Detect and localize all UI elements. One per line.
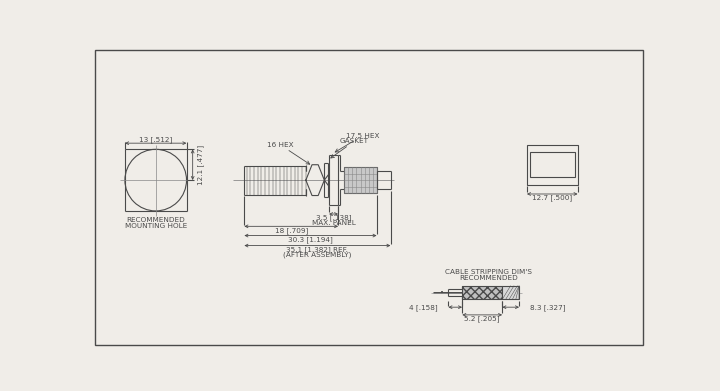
Text: (AFTER ASSEMBLY): (AFTER ASSEMBLY) xyxy=(283,251,351,258)
Text: 12.1 [.477]: 12.1 [.477] xyxy=(197,145,204,185)
Text: 3.5 [.138]: 3.5 [.138] xyxy=(316,215,351,221)
Text: CABLE STRIPPING DIM'S: CABLE STRIPPING DIM'S xyxy=(445,269,532,275)
Text: MOUNTING HOLE: MOUNTING HOLE xyxy=(125,223,186,230)
Text: GASKET: GASKET xyxy=(330,138,369,158)
Text: 30.3 [1.194]: 30.3 [1.194] xyxy=(288,236,333,243)
Text: 17.5 HEX: 17.5 HEX xyxy=(336,133,379,152)
Text: 5.2 [.205]: 5.2 [.205] xyxy=(464,316,500,322)
Text: RECOMMENDED: RECOMMENDED xyxy=(126,217,185,223)
Text: MAX. PANEL: MAX. PANEL xyxy=(312,220,356,226)
Bar xyxy=(527,145,577,185)
Text: RECOMMENDED: RECOMMENDED xyxy=(459,275,518,281)
Bar xyxy=(530,152,575,177)
Text: 12.7 [.500]: 12.7 [.500] xyxy=(532,194,572,201)
Text: 18 [.709]: 18 [.709] xyxy=(274,227,308,233)
Bar xyxy=(503,285,519,300)
Text: 8.3 [.327]: 8.3 [.327] xyxy=(530,304,565,310)
Text: 13 [.512]: 13 [.512] xyxy=(139,136,172,143)
Text: 35.1 [1.382] REF.: 35.1 [1.382] REF. xyxy=(287,246,348,253)
Bar xyxy=(462,285,503,300)
Text: 16 HEX: 16 HEX xyxy=(267,142,310,164)
Text: 4 [.158]: 4 [.158] xyxy=(409,304,438,310)
Bar xyxy=(344,167,377,193)
